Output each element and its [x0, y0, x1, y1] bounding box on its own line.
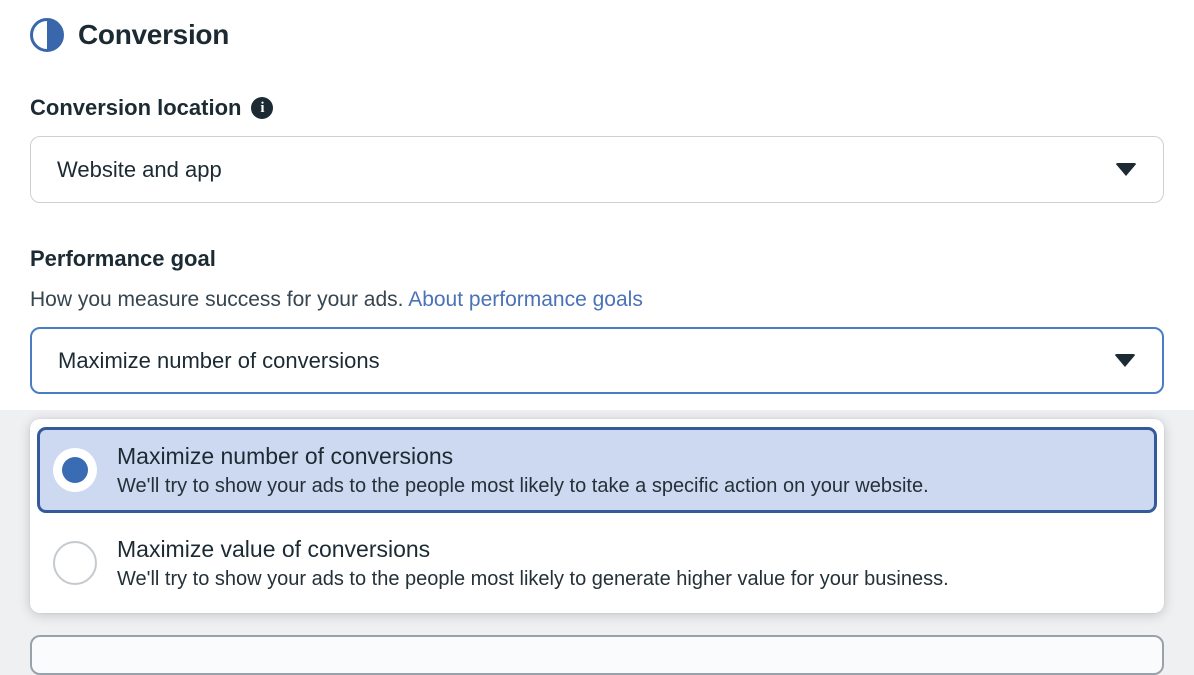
- conversion-objective-icon: [30, 18, 64, 52]
- conversion-location-label-row: Conversion location i: [30, 95, 1164, 121]
- option-maximize-number-of-conversions[interactable]: Maximize number of conversions We'll try…: [37, 427, 1157, 513]
- radio-checked-icon[interactable]: [53, 448, 97, 492]
- option-text: Maximize value of conversions We'll try …: [117, 535, 949, 592]
- performance-goal-select[interactable]: Maximize number of conversions: [30, 327, 1164, 394]
- conversion-location-label: Conversion location: [30, 95, 242, 120]
- performance-goal-description: How you measure success for your ads.: [30, 288, 404, 311]
- section-header: Conversion: [30, 16, 1164, 54]
- info-icon-glyph: i: [260, 99, 265, 116]
- option-description: We'll try to show your ads to the people…: [117, 567, 949, 590]
- performance-goal-label: Performance goal: [30, 246, 216, 271]
- next-field-partial[interactable]: [30, 635, 1164, 675]
- performance-goal-value: Maximize number of conversions: [58, 347, 380, 373]
- section-title: Conversion: [78, 19, 230, 50]
- radio-unchecked-icon[interactable]: [53, 541, 97, 585]
- performance-goal-dropdown-menu: Maximize number of conversions We'll try…: [30, 419, 1164, 613]
- option-text: Maximize number of conversions We'll try…: [117, 442, 929, 499]
- option-title: Maximize value of conversions: [117, 535, 431, 562]
- option-maximize-value-of-conversions[interactable]: Maximize value of conversions We'll try …: [37, 519, 1157, 607]
- chevron-down-icon: [1115, 163, 1137, 176]
- option-title: Maximize number of conversions: [117, 442, 454, 469]
- conversion-location-select[interactable]: Website and app: [30, 136, 1164, 203]
- radio-dot: [62, 457, 88, 483]
- performance-goal-helper: How you measure success for your ads. Ab…: [30, 288, 1164, 312]
- about-performance-goals-link[interactable]: About performance goals: [408, 288, 643, 311]
- option-description: We'll try to show your ads to the people…: [117, 474, 929, 497]
- conversion-section: Conversion Conversion location i Website…: [0, 0, 1194, 410]
- conversion-location-value: Website and app: [57, 156, 222, 182]
- chevron-down-icon: [1114, 354, 1136, 367]
- info-icon[interactable]: i: [251, 97, 274, 119]
